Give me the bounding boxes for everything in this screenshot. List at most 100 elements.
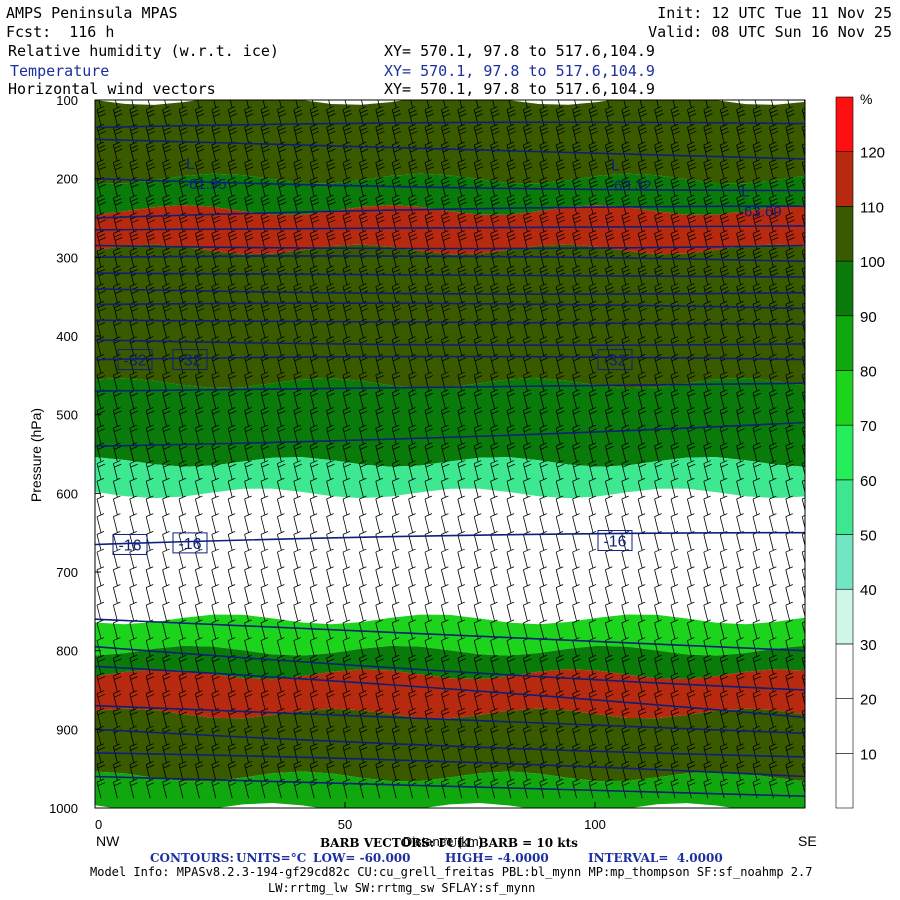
- wind-barb: [785, 601, 793, 622]
- wind-barb: [703, 584, 711, 604]
- colorbar-swatch: [835, 260, 854, 317]
- temperature-contour: [95, 138, 805, 160]
- wind-barb: [359, 159, 369, 179]
- wind-barb: [785, 637, 793, 657]
- wind-barb: [637, 247, 648, 268]
- wind-barb: [441, 300, 451, 321]
- wind-barb: [637, 584, 646, 604]
- wind-barb: [457, 495, 465, 516]
- wind-barb: [227, 566, 236, 586]
- colorbar-unit: %: [860, 91, 872, 107]
- wind-barb: [195, 300, 205, 321]
- wind-barb: [572, 495, 580, 516]
- wind-barb: [211, 477, 219, 498]
- wind-barb: [211, 761, 220, 781]
- wind-barb: [621, 194, 631, 215]
- wind-barb: [162, 566, 170, 586]
- wind-barb: [539, 194, 549, 215]
- wind-barb: [555, 300, 566, 321]
- wind-barb: [769, 159, 779, 179]
- wind-barb: [703, 176, 713, 197]
- wind-barb: [424, 530, 433, 551]
- wind-barb: [441, 513, 449, 533]
- wind-barb: [539, 619, 547, 639]
- wind-barb: [670, 176, 680, 197]
- wind-barb: [719, 407, 729, 427]
- wind-barb: [539, 707, 548, 728]
- wind-barb: [687, 584, 695, 604]
- wind-barb: [654, 548, 662, 569]
- wind-barb: [490, 707, 499, 728]
- wind-barb: [424, 212, 434, 232]
- wind-barb: [391, 424, 401, 445]
- wind-barb: [293, 495, 301, 516]
- wind-barb: [539, 123, 549, 144]
- wind-barb: [129, 530, 137, 551]
- wind-barb: [391, 123, 402, 144]
- wind-barb: [769, 176, 779, 197]
- wind-barb: [687, 513, 695, 533]
- wind-barb: [359, 601, 367, 622]
- wind-barb: [227, 371, 237, 392]
- wind-barb: [342, 637, 351, 657]
- wind-barb: [96, 584, 105, 604]
- wind-barb: [129, 654, 138, 675]
- wind-barb: [211, 371, 220, 392]
- wind-barb: [359, 566, 367, 586]
- wind-barb: [164, 100, 167, 108]
- wind-barb: [326, 407, 335, 427]
- wind-barb: [96, 690, 106, 710]
- wind-barb: [195, 495, 203, 516]
- wind-barb: [490, 265, 500, 285]
- wind-barb: [539, 477, 547, 498]
- wind-barb: [490, 194, 500, 215]
- wind-barb: [145, 407, 155, 427]
- y-tick-label: 600: [56, 486, 78, 501]
- wind-barb: [637, 141, 648, 162]
- wind-barb: [260, 460, 270, 480]
- wind-barb: [441, 601, 449, 622]
- wind-barb: [326, 230, 336, 250]
- wind-barb: [326, 513, 334, 533]
- wind-barb: [670, 637, 679, 657]
- wind-barb: [752, 442, 762, 462]
- wind-barb: [457, 566, 465, 586]
- wind-barb: [391, 513, 400, 533]
- wind-barb: [227, 601, 236, 622]
- wind-barb: [113, 194, 123, 215]
- wind-barb: [572, 389, 581, 409]
- wind-barb: [293, 407, 302, 427]
- temperature-contour: [95, 255, 805, 263]
- wind-barb: [359, 548, 367, 569]
- wind-barb: [719, 159, 730, 179]
- rh-band: [95, 488, 805, 625]
- wind-barb: [113, 123, 123, 144]
- wind-barb: [689, 100, 692, 108]
- wind-barb: [605, 389, 614, 409]
- wind-barb: [605, 123, 615, 144]
- wind-barb: [654, 672, 663, 693]
- wind-barb: [769, 123, 779, 144]
- wind-barb: [637, 336, 647, 356]
- low-value: -61.95: [184, 176, 227, 193]
- wind-barb: [375, 424, 384, 445]
- wind-barb: [131, 100, 135, 108]
- wind-barb: [295, 100, 299, 108]
- wind-barb: [227, 584, 236, 604]
- wind-barb: [801, 107, 805, 123]
- wind-barb: [621, 389, 630, 409]
- wind-barb: [752, 159, 762, 179]
- wind-barb: [408, 159, 418, 179]
- wind-barb: [752, 265, 762, 285]
- wind-barb: [408, 654, 417, 675]
- wind-barb: [736, 230, 746, 250]
- wind-barb: [801, 461, 805, 477]
- wind-barb: [588, 690, 598, 710]
- wind-barb: [391, 212, 402, 232]
- wind-barb: [523, 513, 531, 533]
- wind-barb: [195, 548, 203, 569]
- wind-barb: [588, 230, 598, 250]
- wind-barb: [244, 106, 254, 126]
- wind-barb: [211, 637, 219, 657]
- wind-barb: [328, 100, 331, 108]
